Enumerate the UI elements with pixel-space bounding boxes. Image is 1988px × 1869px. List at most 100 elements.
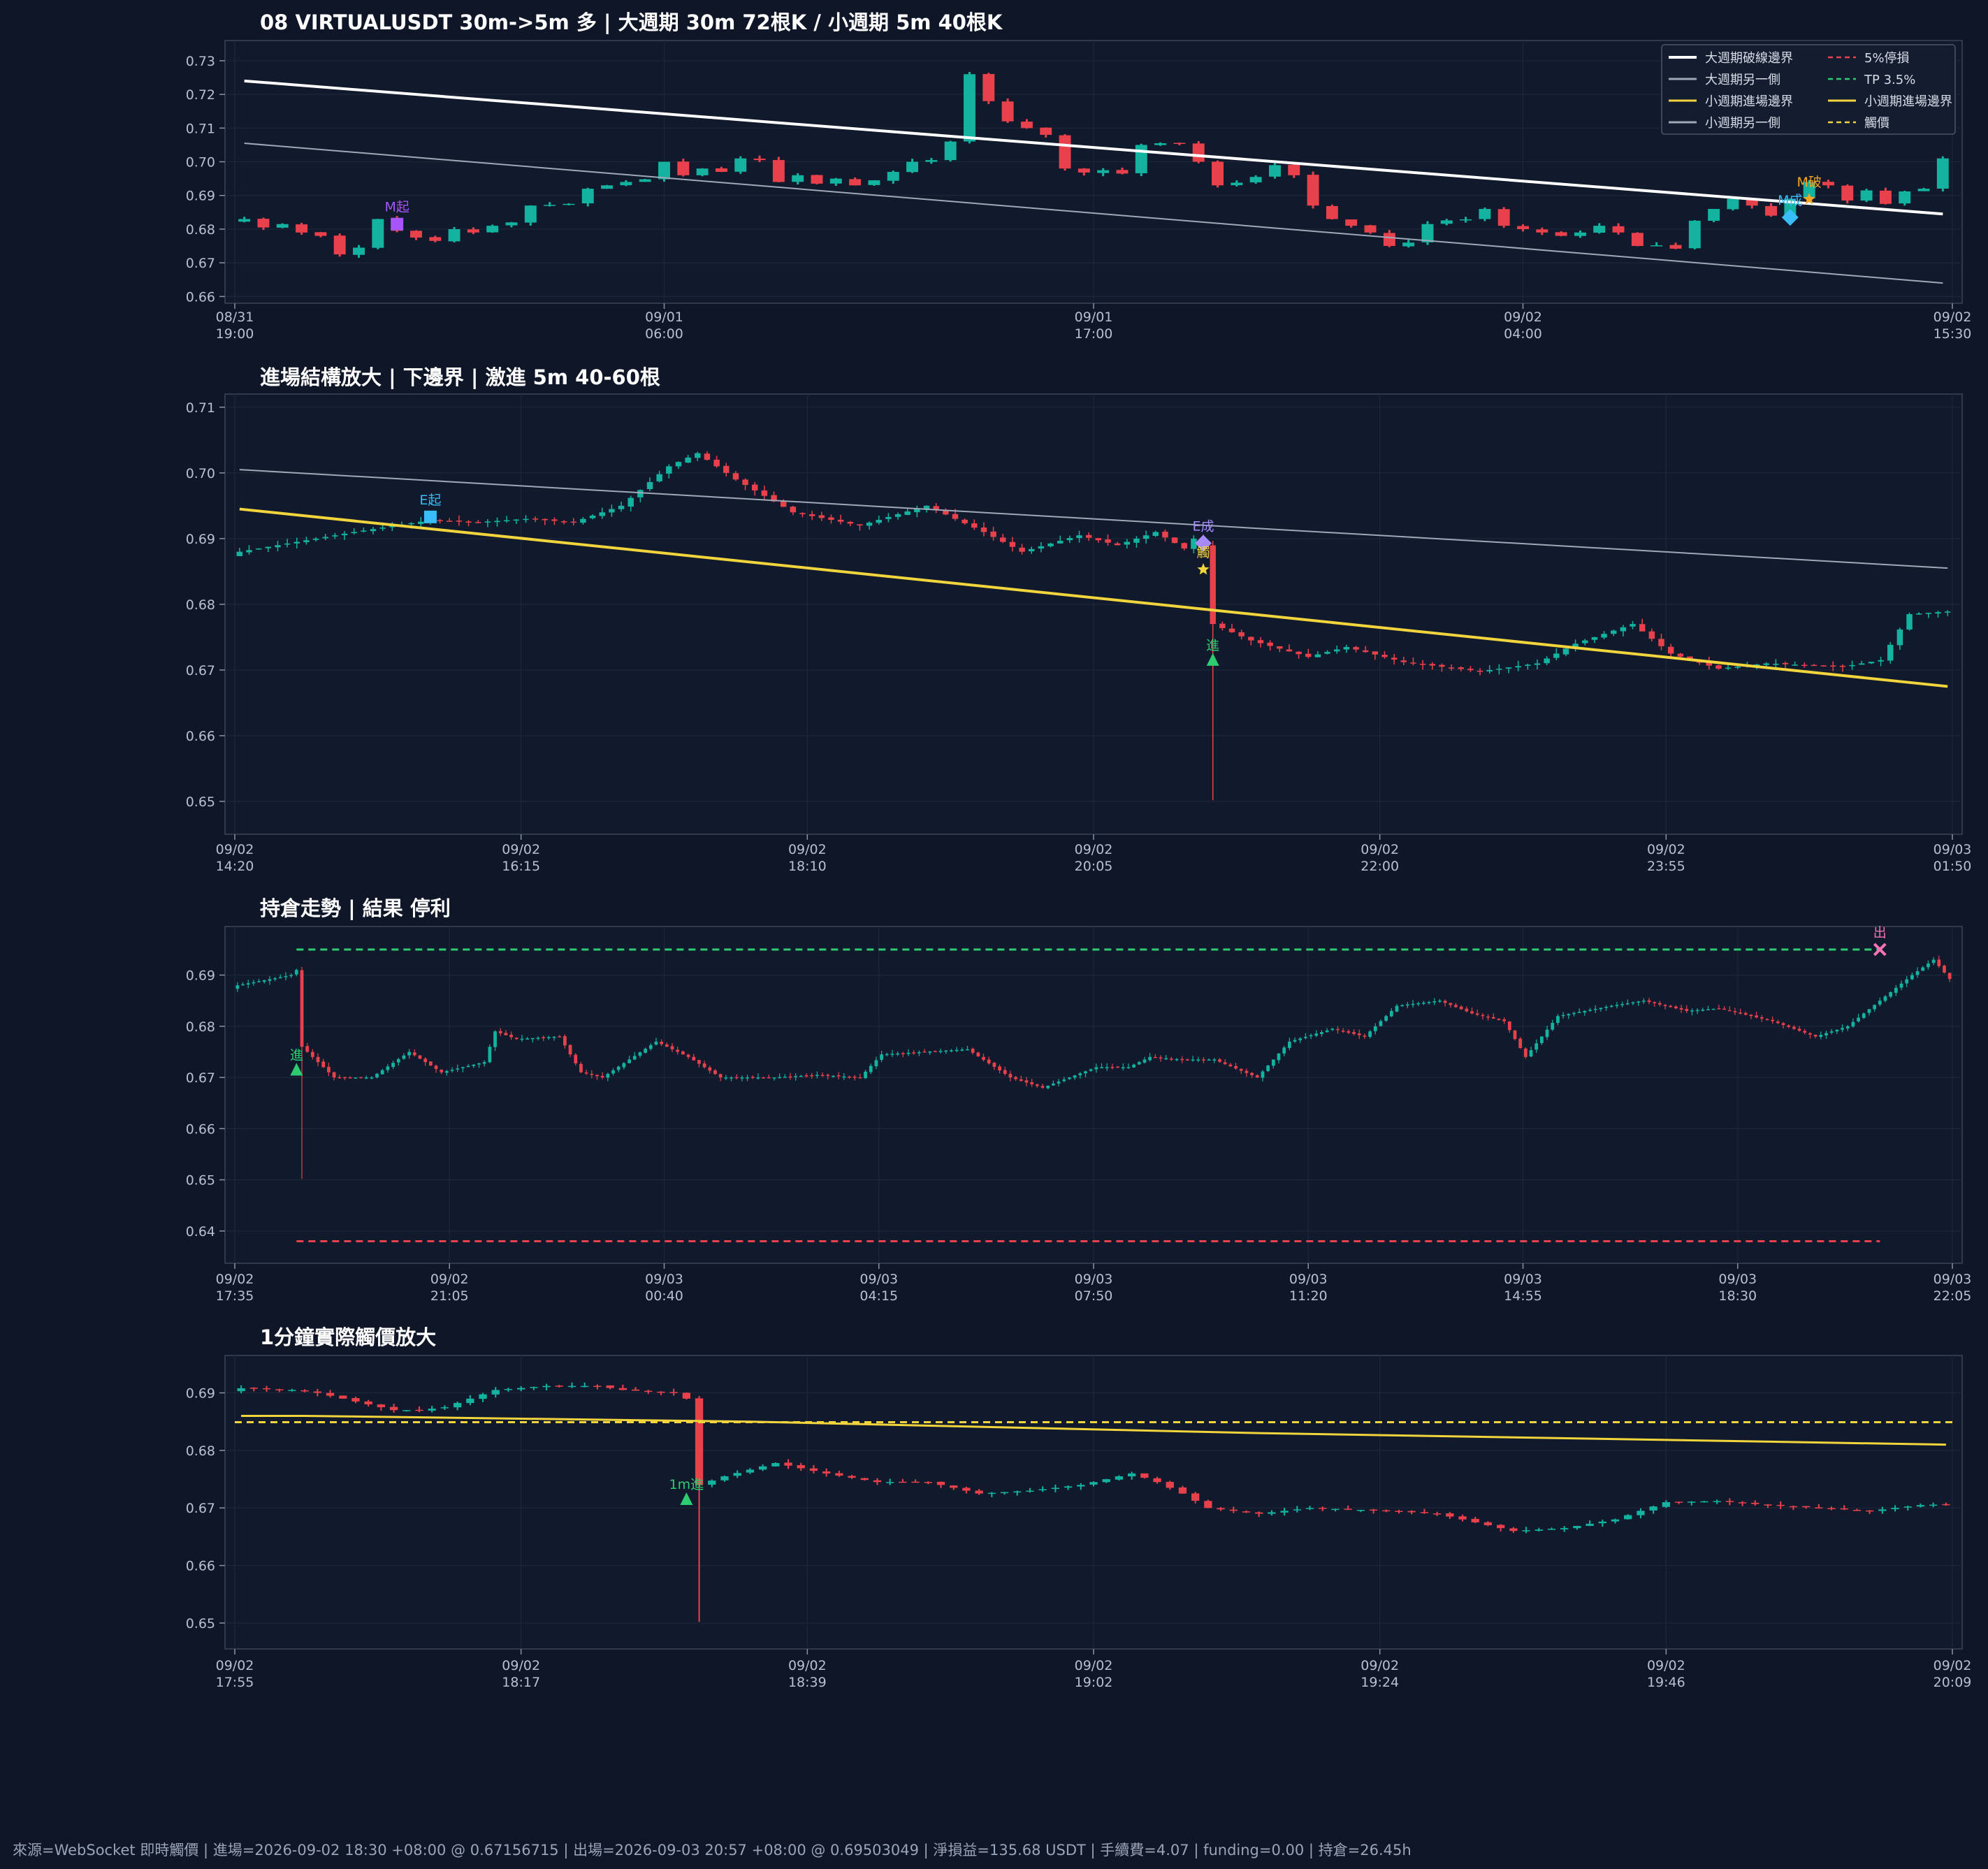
candle-body bbox=[864, 1071, 867, 1079]
candle-body bbox=[842, 1076, 846, 1078]
candle-body bbox=[428, 1061, 433, 1066]
y-tick-label: 0.64 bbox=[186, 1224, 215, 1239]
marker-label: 進 bbox=[290, 1047, 303, 1063]
candle-body bbox=[1038, 1489, 1047, 1490]
y-tick-label: 0.73 bbox=[186, 54, 215, 69]
candles bbox=[238, 72, 1949, 258]
candle-body bbox=[1491, 1017, 1495, 1019]
candle-body bbox=[1178, 1487, 1187, 1494]
candle-body bbox=[520, 1038, 524, 1040]
candle-body bbox=[389, 1406, 398, 1411]
candle-body bbox=[275, 545, 281, 548]
x-tick-label: 09/02 bbox=[1075, 1658, 1113, 1673]
candle-body bbox=[1944, 611, 1951, 613]
candle-body bbox=[868, 180, 880, 185]
candle-body bbox=[252, 982, 256, 984]
candle-body bbox=[377, 1404, 386, 1408]
candle-body bbox=[1459, 1006, 1463, 1010]
candle-body bbox=[1475, 1013, 1479, 1015]
marker-diamond bbox=[1195, 534, 1212, 552]
legend-label: 大週期破線邊界 bbox=[1705, 51, 1793, 66]
candle-body bbox=[1400, 660, 1407, 662]
candle-body bbox=[1760, 1017, 1764, 1019]
candle-body bbox=[479, 1394, 487, 1399]
candle-body bbox=[1764, 1504, 1772, 1506]
candle-body bbox=[375, 1073, 379, 1078]
candle-body bbox=[1305, 1508, 1314, 1509]
candle-body bbox=[341, 533, 348, 536]
candle-body bbox=[249, 1388, 258, 1389]
candle-body bbox=[456, 521, 463, 522]
candle-body bbox=[1140, 1473, 1149, 1478]
candle-body bbox=[1593, 226, 1606, 233]
candle-body bbox=[1333, 649, 1340, 652]
candle-body bbox=[1572, 643, 1579, 649]
candle-body bbox=[936, 1481, 945, 1485]
candle-body bbox=[1234, 1066, 1238, 1069]
candle-body bbox=[296, 224, 308, 233]
y-tick-label: 0.67 bbox=[186, 663, 215, 678]
candle-body bbox=[310, 1052, 314, 1057]
candle-body bbox=[1231, 182, 1243, 186]
candle-body bbox=[720, 1476, 729, 1481]
candle-body bbox=[917, 1052, 921, 1054]
candle-body bbox=[1173, 143, 1186, 145]
candle-body bbox=[523, 518, 529, 521]
y-tick-label: 0.66 bbox=[186, 1559, 215, 1574]
candle-body bbox=[1324, 652, 1330, 654]
candle-body bbox=[1001, 101, 1014, 122]
candle-body bbox=[1935, 612, 1941, 614]
candle-body bbox=[1383, 233, 1395, 247]
candle-body bbox=[1797, 1028, 1801, 1031]
candle-body bbox=[874, 1060, 878, 1067]
candle-body bbox=[466, 1398, 474, 1404]
candle-body bbox=[236, 551, 243, 556]
x-tick-label: 04:00 bbox=[1504, 326, 1542, 342]
candle-body bbox=[1577, 1012, 1581, 1013]
candle-body bbox=[293, 541, 300, 544]
candle-body bbox=[1084, 1071, 1087, 1074]
candle-body bbox=[590, 1073, 594, 1075]
x-tick-label: 22:00 bbox=[1361, 859, 1399, 874]
candle-body bbox=[1293, 1509, 1301, 1511]
x-tick-label: 06:00 bbox=[645, 326, 683, 342]
candle-body bbox=[1662, 1502, 1670, 1507]
candle-body bbox=[799, 1075, 803, 1077]
candle-body bbox=[1509, 1528, 1518, 1532]
candle-body bbox=[656, 474, 662, 481]
x-tick-label: 09/02 bbox=[216, 842, 254, 857]
candle-body bbox=[886, 1482, 894, 1483]
candle-body bbox=[1153, 1478, 1161, 1483]
candle-body bbox=[1411, 1003, 1415, 1005]
candle-body bbox=[504, 1033, 508, 1035]
candle-body bbox=[321, 1061, 326, 1068]
candle-body bbox=[1287, 1041, 1291, 1048]
candle-body bbox=[761, 490, 768, 496]
candle-body bbox=[1803, 182, 1815, 198]
candle-body bbox=[418, 1055, 422, 1059]
candle-body bbox=[665, 1044, 669, 1047]
marker-label: 1m進 bbox=[669, 1477, 704, 1492]
marker-label: M起 bbox=[384, 200, 409, 215]
candle-body bbox=[1255, 1512, 1263, 1514]
candle-body bbox=[1534, 1043, 1539, 1050]
candle-body bbox=[517, 1388, 525, 1390]
candle-body bbox=[713, 1070, 717, 1075]
candle-body bbox=[1899, 983, 1903, 988]
candle-body bbox=[1639, 624, 1646, 632]
candle-body bbox=[1336, 1028, 1340, 1031]
x-tick-label: 19:24 bbox=[1361, 1675, 1399, 1690]
candle-body bbox=[1439, 664, 1445, 667]
candle-body bbox=[488, 1047, 492, 1063]
candle-body bbox=[1667, 646, 1674, 654]
candle-body bbox=[944, 141, 957, 161]
candle-body bbox=[658, 161, 670, 180]
candle-body bbox=[1753, 664, 1760, 666]
candle-body bbox=[1792, 1026, 1796, 1029]
candle-body bbox=[998, 1066, 1001, 1071]
candle-body bbox=[1458, 667, 1464, 669]
candle-body bbox=[1852, 1510, 1862, 1511]
candle-body bbox=[1217, 1508, 1225, 1510]
x-tick-label: 09/03 bbox=[1075, 1272, 1113, 1287]
candle-body bbox=[1620, 1004, 1624, 1005]
